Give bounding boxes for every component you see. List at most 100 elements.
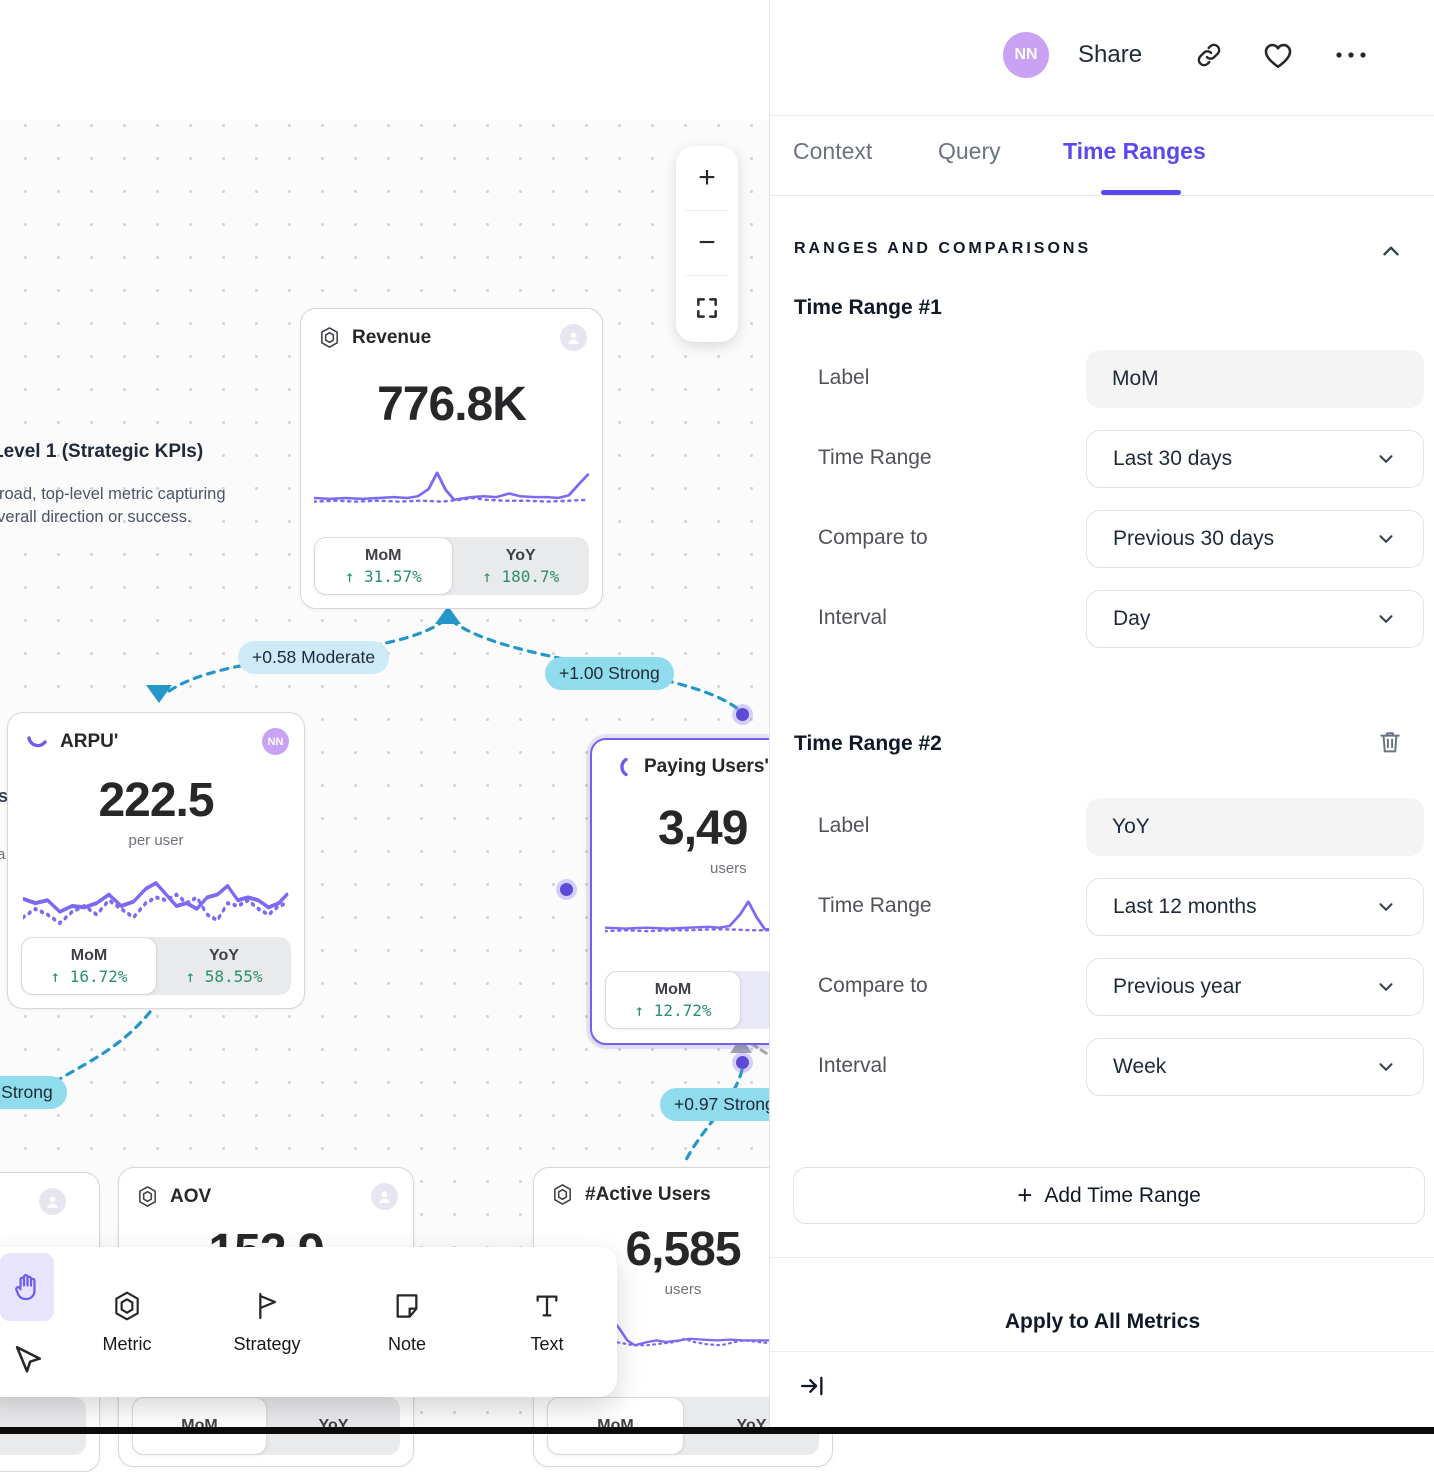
apply-to-all-metrics-button[interactable]: Apply to All Metrics	[1004, 1310, 1201, 1333]
select-value: Previous year	[1113, 975, 1242, 998]
tool-label: Metric	[102, 1333, 152, 1354]
metric-value: 6,585	[625, 1223, 741, 1276]
panel-header: NN Share	[770, 0, 1434, 116]
clipped-text-fragment: s	[0, 786, 9, 806]
card-header: AOV	[119, 1168, 413, 1210]
text-tool-button[interactable]: Text	[477, 1247, 617, 1397]
yoy-toggle[interactable]: YoY ↑ 58.55%	[185, 946, 263, 986]
interval-select[interactable]: Week	[1086, 1038, 1424, 1096]
tool-label: Text	[530, 1333, 564, 1354]
tab-query[interactable]: Query	[938, 138, 1001, 164]
collaborator-avatar: NN	[262, 728, 289, 755]
compare-to-select[interactable]: Previous 30 days	[1086, 510, 1424, 568]
metric-tree-canvas[interactable]: Level 1 (Strategic KPIs) Broad, top-leve…	[0, 0, 890, 1472]
tab-time-ranges[interactable]: Time Ranges	[1063, 138, 1206, 164]
divider	[770, 1351, 1434, 1352]
edge-handle-dot[interactable]	[736, 708, 749, 721]
time-range-select[interactable]: Last 30 days	[1086, 430, 1424, 488]
time-range-2-title: Time Range #2	[794, 732, 942, 755]
label-input[interactable]: YoY	[1086, 798, 1424, 856]
select-tool-button[interactable]	[0, 1329, 54, 1391]
panel-tabs: Context Query Time Ranges	[770, 116, 1434, 196]
level-annotation-title: Level 1 (Strategic KPIs)	[0, 441, 204, 462]
mom-toggle[interactable]: MoM ↑ 12.72%	[605, 971, 741, 1029]
cursor-icon	[15, 1345, 42, 1373]
field-label: Label	[818, 814, 870, 837]
delete-time-range-button[interactable]	[1376, 728, 1404, 756]
comparison-toggle: MoM ↑ 31.57% YoY ↑ 180.7%	[314, 537, 589, 595]
card-title: Revenue	[352, 326, 432, 348]
add-time-range-label: Add Time Range	[1044, 1183, 1201, 1207]
fit-view-button[interactable]	[676, 276, 738, 340]
user-avatar[interactable]: NN	[1003, 32, 1049, 78]
favorite-button[interactable]	[1261, 38, 1295, 72]
metric-card-revenue[interactable]: Revenue 776.8K MoM ↑ 31.57% YoY ↑ 180.7%	[300, 308, 603, 609]
collapse-panel-button[interactable]	[798, 1372, 826, 1400]
share-button[interactable]: Share	[1078, 41, 1143, 68]
label-input[interactable]: MoM	[1086, 350, 1424, 408]
collapse-section-button[interactable]	[1378, 238, 1404, 264]
mom-toggle[interactable]: MoM	[547, 1397, 684, 1455]
chevron-down-icon	[1379, 983, 1393, 991]
mom-toggle[interactable]: MoM ↑ 31.57%	[314, 537, 453, 595]
divider	[770, 1257, 1434, 1258]
collapse-right-icon	[800, 1376, 823, 1396]
edge-handle-dot[interactable]	[560, 883, 573, 896]
chevron-down-icon	[1379, 903, 1393, 911]
label-input-value: MoM	[1112, 367, 1159, 390]
sparkline-chart	[313, 471, 589, 503]
tool-label: Strategy	[233, 1333, 301, 1354]
inspector-panel: NN Share Context Query Time Ranges RANGE…	[769, 0, 1434, 1434]
card-title: AOV	[170, 1185, 212, 1207]
loading-arc-icon	[27, 735, 47, 747]
yoy-toggle[interactable]: YoY ↑ 180.7%	[482, 546, 560, 586]
field-label: Label	[818, 366, 870, 389]
zoom-out-button[interactable]: −	[698, 226, 716, 259]
note-tool-button[interactable]: Note	[337, 1247, 477, 1397]
note-icon	[396, 1293, 418, 1318]
link-icon	[1197, 43, 1221, 67]
window-bottom-edge	[0, 1427, 1434, 1434]
chevron-down-icon	[1379, 615, 1393, 623]
zoom-in-button[interactable]: +	[698, 161, 716, 194]
field-label: Interval	[818, 606, 887, 629]
yoy-toggle[interactable]	[0, 1397, 86, 1455]
comparison-toggle	[0, 1397, 86, 1455]
chevron-down-icon	[1379, 1063, 1393, 1071]
edge-handle-dot[interactable]	[736, 1056, 749, 1069]
card-header: ARPU' NN	[8, 713, 304, 755]
metric-unit: users	[710, 860, 747, 877]
yoy-toggle[interactable]: YoY	[318, 1417, 349, 1434]
chevron-down-icon	[1379, 535, 1393, 543]
metric-card-arpu[interactable]: ARPU' NN 222.5 per user MoM ↑ 16.72% YoY…	[7, 712, 305, 1009]
active-tab-indicator	[1101, 190, 1181, 195]
comparison-toggle: MoM ↑ 16.72% YoY ↑ 58.55%	[21, 937, 291, 995]
divider	[685, 210, 729, 211]
hand-icon	[15, 1273, 36, 1301]
zoom-controls: + −	[676, 146, 738, 342]
edge-arrow-down-arpu	[146, 685, 172, 703]
select-value: Last 30 days	[1113, 447, 1233, 470]
card-title: #Active Users	[585, 1183, 711, 1205]
metric-value: 776.8K	[377, 378, 527, 431]
mom-toggle[interactable]: MoM	[132, 1397, 267, 1455]
metric-tool-button[interactable]: Metric	[57, 1247, 197, 1397]
card-header: Revenue	[301, 309, 602, 351]
annotation-line-2: overall direction or success.	[0, 508, 192, 526]
field-label: Time Range	[818, 894, 932, 917]
time-range-select[interactable]: Last 12 months	[1086, 878, 1424, 936]
mom-toggle[interactable]: MoM ↑ 16.72%	[21, 937, 157, 995]
more-options-button[interactable]	[1334, 48, 1368, 62]
copy-link-button[interactable]	[1194, 40, 1224, 70]
flag-icon	[259, 1292, 277, 1319]
compare-to-select[interactable]: Previous year	[1086, 958, 1424, 1016]
divider	[685, 275, 729, 276]
card-title: ARPU'	[60, 730, 119, 752]
fullscreen-icon	[697, 298, 717, 318]
add-time-range-button[interactable]: + Add Time Range	[793, 1167, 1425, 1224]
strategy-tool-button[interactable]: Strategy	[197, 1247, 337, 1397]
time-range-1-title: Time Range #1	[794, 296, 942, 319]
hand-tool-button[interactable]	[0, 1253, 54, 1321]
interval-select[interactable]: Day	[1086, 590, 1424, 648]
tab-context[interactable]: Context	[793, 138, 873, 164]
